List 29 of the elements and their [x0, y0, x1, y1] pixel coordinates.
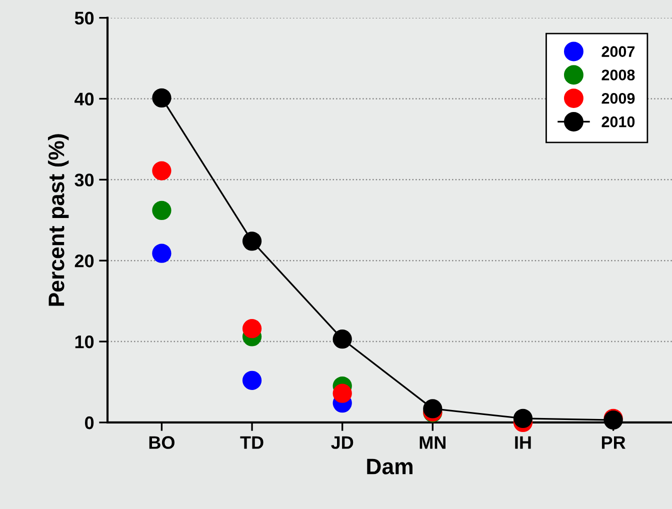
- point: [242, 370, 262, 390]
- x-tick-label: MN: [420, 436, 446, 449]
- legend-label: 2009: [602, 92, 635, 104]
- y-tick-label: 0: [85, 416, 94, 430]
- x-tick-label: IH: [515, 436, 531, 449]
- x-tick-label: JD: [331, 436, 354, 449]
- x-tick-label: PR: [602, 436, 626, 449]
- x-tick-label: TD: [240, 436, 264, 449]
- point: [242, 232, 262, 251]
- point: [332, 384, 352, 403]
- point: [332, 330, 352, 349]
- point: [513, 408, 533, 428]
- x-axis-title: Dam: [367, 458, 412, 474]
- legend-label: 2010: [602, 116, 635, 128]
- point: [152, 200, 172, 220]
- point: [242, 319, 262, 338]
- y-axis-title: Percent past (%): [48, 134, 69, 306]
- point: [152, 88, 172, 108]
- legend-label: 2008: [602, 70, 635, 80]
- point: [152, 161, 172, 180]
- y-tick-label: 10: [75, 335, 94, 348]
- point: [423, 399, 442, 418]
- y-tick-label: 50: [74, 12, 94, 25]
- y-tick-label: 30: [74, 174, 94, 186]
- point: [152, 244, 172, 263]
- legend-label: 2007: [602, 46, 635, 57]
- x-tick-label: BO: [149, 436, 174, 449]
- y-tick-label: 20: [74, 254, 94, 268]
- y-tick-label: 40: [74, 92, 94, 106]
